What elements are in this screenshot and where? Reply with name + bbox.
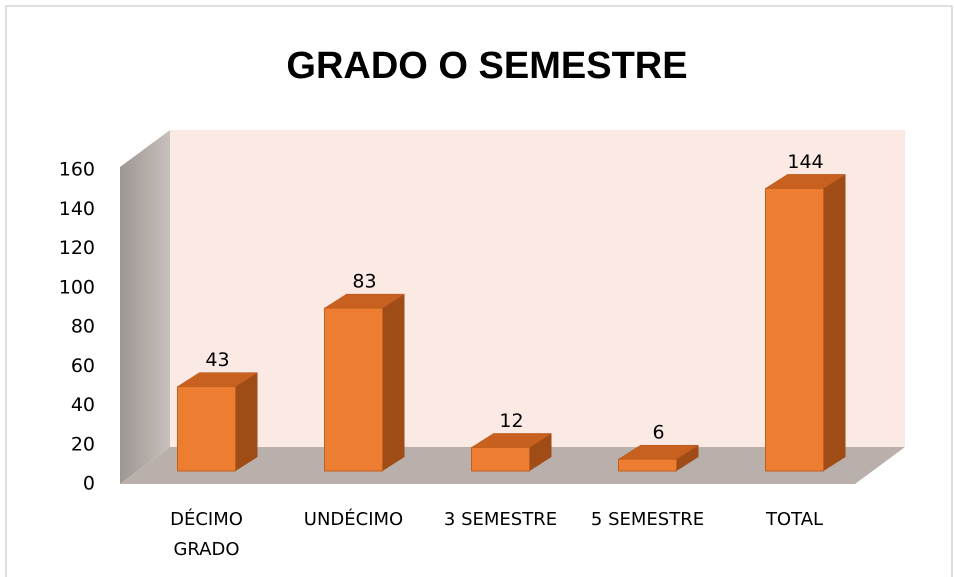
y-tick-label: 20 [71,433,95,455]
y-tick-label: 120 [59,237,95,259]
bar [177,386,236,472]
bar [471,446,530,472]
data-label: 12 [499,410,523,432]
bar-side [235,372,258,471]
x-tick-label: 5 SEMESTRE [590,509,705,530]
x-tick-label: UNDÉCIMO [303,509,404,530]
bar [765,187,824,472]
chart-title: GRADO O SEMESTRE [286,45,687,87]
data-label: 83 [352,271,376,293]
bar-side [823,174,846,471]
y-tick-label: 80 [71,316,95,338]
y-tick-label: 0 [83,473,95,495]
bar [618,458,677,472]
y-tick-label: 100 [59,276,95,298]
data-label: 43 [205,349,229,371]
y-tick-label: 160 [59,159,95,181]
x-tick-label: DÉCIMO GRADO [170,509,243,560]
side-wall [120,130,170,484]
x-tick-label: TOTAL [765,509,824,530]
bar [324,307,383,472]
y-tick-label: 60 [71,355,95,377]
frame [5,5,953,577]
data-label: 6 [652,422,664,444]
bar-side [676,445,699,471]
bar-side [382,294,405,471]
y-tick-label: 40 [71,394,95,416]
bar-side [529,433,552,471]
y-tick-label: 140 [59,198,95,220]
data-label: 144 [787,151,823,173]
x-tick-label: 3 SEMESTRE [443,509,558,530]
